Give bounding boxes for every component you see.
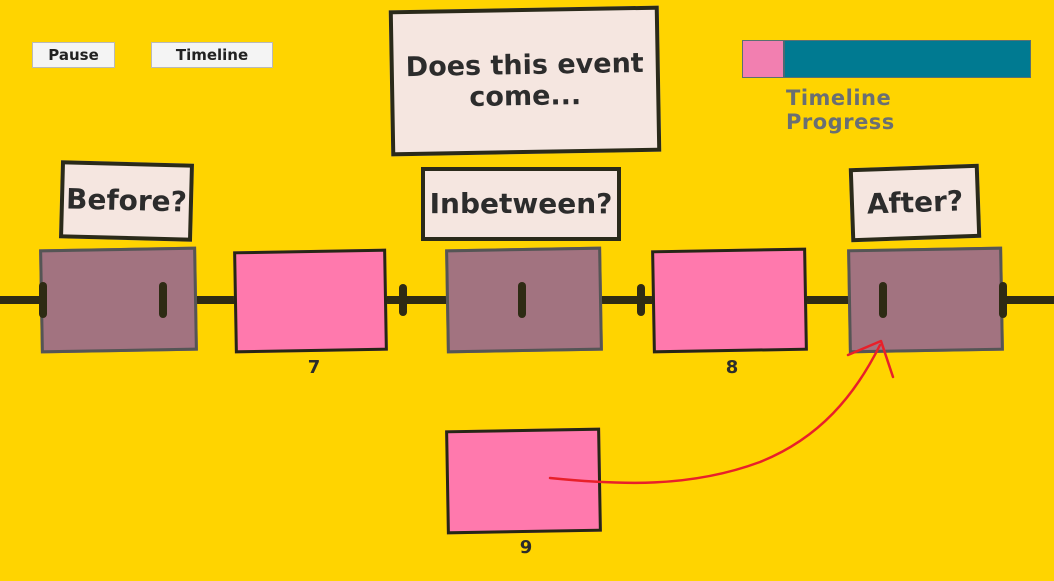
event-number: 8 [725,357,739,378]
timeline-tick [879,282,887,318]
inbetween-label: Inbetween? [421,167,621,241]
event-number: 7 [307,357,321,378]
timeline-tick [999,282,1007,318]
timeline-progress-label: Timeline Progress [786,86,895,134]
current-event-number: 9 [519,537,533,558]
timeline-tick [159,282,167,318]
pause-button[interactable]: Pause [32,42,115,68]
timeline-tick [518,282,526,318]
timeline-tick [637,284,645,316]
timeline-tick [399,284,407,316]
timeline-progress-fill [743,41,786,77]
timeline-progress-bar [742,40,1031,78]
timeline-button[interactable]: Timeline [151,42,273,68]
timeline-tick [39,282,47,318]
